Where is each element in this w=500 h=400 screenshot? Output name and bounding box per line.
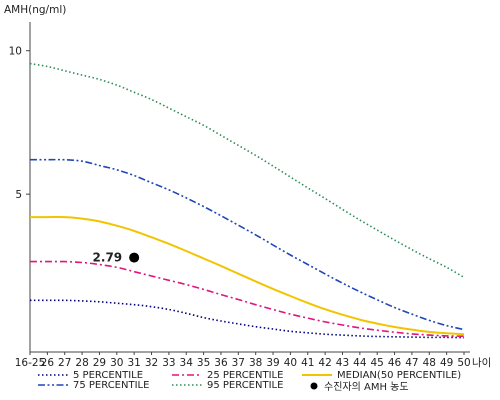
series-line-25-percentile — [30, 260, 465, 337]
x-tick-label: 47 — [405, 357, 418, 369]
legend-label: 25 PERCENTILE — [207, 370, 283, 381]
series-lines — [29, 62, 465, 339]
series-line-75-percentile — [30, 158, 465, 331]
patient-point — [129, 252, 140, 263]
series-line-median-50-percentile — [30, 216, 465, 336]
x-tick-label: 28 — [75, 357, 88, 369]
legend: 5 PERCENTILE 25 PERCENTILE MEDIAN(50 PERCE… — [38, 370, 461, 393]
x-tick-label: 40 — [284, 357, 297, 369]
x-tick-label: 35 — [197, 357, 210, 369]
x-tick-label: 30 — [110, 357, 123, 369]
x-tick-label: 37 — [232, 357, 245, 369]
x-axis-title: 나이 — [472, 357, 491, 369]
legend-marker — [310, 382, 318, 390]
y-axis-title: AMH(ng/ml) — [4, 4, 66, 16]
patient-annotation: 2.79 — [93, 251, 140, 265]
legend-label: 5 PERCENTILE — [73, 370, 143, 381]
x-tick-label: 42 — [318, 357, 331, 369]
legend-label: 95 PERCENTILE — [207, 380, 283, 391]
legend-label: 수진자의 AMH 농도 — [324, 381, 409, 393]
series-line-95-percentile — [29, 62, 465, 279]
x-tick-label: 44 — [353, 357, 367, 369]
x-tick-label: 38 — [249, 357, 262, 369]
x-tick-label: 39 — [266, 357, 279, 369]
x-tick-label: 31 — [127, 357, 140, 369]
patient-value-label: 2.79 — [93, 251, 123, 265]
x-tick-label: 41 — [301, 357, 314, 369]
x-tick-label: 45 — [371, 357, 384, 369]
legend-label: 75 PERCENTILE — [73, 380, 149, 391]
x-tick-label: 50 — [457, 357, 470, 369]
x-tick-label: 32 — [145, 357, 158, 369]
x-tick-label: 36 — [214, 357, 228, 369]
x-tick-label: 16-25 — [15, 357, 46, 369]
y-tick-label: 10 — [9, 46, 22, 58]
x-tick-label: 26 — [41, 357, 55, 369]
x-tick-label: 49 — [440, 357, 453, 369]
x-tick-label: 29 — [93, 357, 106, 369]
x-tick-label: 48 — [423, 357, 436, 369]
x-tick-label: 46 — [388, 357, 402, 369]
x-tick-label: 34 — [180, 357, 194, 369]
x-tick-label: 27 — [58, 357, 71, 369]
y-ticks: 5 10 — [9, 46, 30, 201]
y-tick-label: 5 — [15, 189, 22, 201]
x-tick-label: 43 — [336, 357, 349, 369]
x-tick-label: 33 — [162, 357, 175, 369]
legend-label: MEDIAN(50 PERCENTILE) — [337, 370, 461, 381]
